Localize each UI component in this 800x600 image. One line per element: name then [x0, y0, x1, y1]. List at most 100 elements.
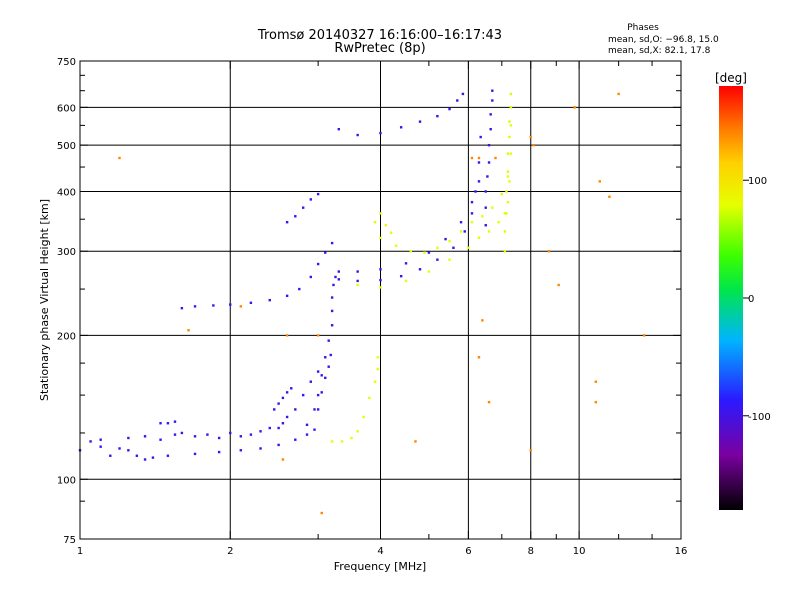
data-point — [379, 131, 382, 135]
chart-title: Tromsø 20140327 16:16:00–16:17:43 — [257, 28, 502, 43]
data-point — [334, 275, 337, 279]
data-point — [329, 353, 332, 357]
data-point — [448, 107, 451, 111]
data-point — [362, 415, 365, 419]
data-point — [461, 92, 465, 96]
data-point — [423, 251, 426, 254]
data-point — [316, 262, 320, 266]
data-point — [506, 170, 510, 173]
data-point — [379, 236, 382, 240]
data-point — [487, 143, 491, 147]
data-point — [399, 126, 403, 129]
data-point — [159, 438, 162, 441]
data-point — [404, 262, 408, 265]
data-point — [316, 408, 320, 411]
data-point — [180, 306, 184, 310]
data-point — [217, 450, 221, 454]
data-point — [356, 283, 359, 287]
data-point — [509, 106, 513, 109]
data-point — [436, 114, 439, 118]
data-point — [394, 244, 398, 247]
data-point — [99, 445, 102, 448]
data-point — [239, 449, 243, 452]
data-point — [324, 356, 327, 359]
data-point — [500, 192, 504, 196]
data-point — [598, 180, 601, 183]
data-points — [78, 89, 646, 515]
data-point — [389, 231, 393, 234]
data-point — [356, 133, 359, 137]
data-point — [340, 440, 344, 443]
data-point — [487, 161, 491, 164]
data-point — [229, 431, 232, 435]
data-point — [489, 113, 492, 116]
data-point — [376, 367, 379, 371]
x-tick-label: 16 — [675, 546, 688, 557]
data-point — [487, 400, 491, 404]
data-point — [285, 221, 289, 224]
data-point — [494, 156, 497, 160]
data-point — [484, 190, 487, 193]
data-point — [491, 206, 494, 209]
colorbar-tick-label: 0 — [748, 294, 754, 305]
y-tick-label: 75 — [63, 535, 76, 546]
grid-lines — [80, 61, 681, 539]
data-point — [212, 304, 215, 307]
data-point — [309, 198, 312, 201]
y-tick-label: 300 — [57, 247, 76, 258]
data-point — [239, 305, 243, 308]
data-point — [456, 99, 459, 102]
data-point — [594, 400, 598, 404]
data-point — [379, 212, 382, 215]
data-point — [427, 251, 431, 254]
data-point — [294, 408, 297, 411]
data-point — [491, 89, 494, 92]
data-point — [217, 436, 221, 440]
data-point — [503, 212, 507, 215]
data-point — [281, 396, 285, 400]
data-point — [173, 433, 177, 436]
data-point — [474, 190, 477, 193]
data-point — [608, 195, 611, 198]
y-axis-label: Stationary phase Virtual Height [km] — [38, 199, 51, 401]
data-point — [316, 334, 320, 337]
x-axis-label: Frequency [MHz] — [334, 560, 426, 573]
data-point — [617, 92, 620, 96]
data-point — [508, 180, 511, 183]
data-point — [470, 221, 474, 224]
data-point — [166, 422, 170, 425]
data-point — [491, 99, 494, 102]
data-point — [143, 458, 147, 461]
data-point — [508, 135, 511, 139]
y-tick-label: 600 — [57, 103, 76, 114]
data-point — [505, 190, 508, 193]
data-point — [127, 436, 130, 440]
data-point — [309, 275, 312, 279]
data-point — [506, 152, 510, 155]
data-point — [509, 92, 513, 96]
data-point — [505, 212, 508, 215]
data-point — [436, 246, 439, 249]
data-point — [379, 286, 382, 289]
colorbar-tick-label: -100 — [748, 412, 771, 423]
data-point — [477, 180, 481, 183]
data-point — [509, 152, 513, 155]
data-point — [301, 206, 305, 209]
data-point — [373, 380, 377, 383]
data-point — [470, 200, 474, 204]
data-point — [467, 246, 470, 249]
data-point — [642, 334, 646, 337]
data-point — [399, 274, 403, 278]
data-point — [508, 120, 511, 123]
data-point — [418, 120, 422, 123]
x-tick-labels: 1 2 4 6 8 10 16 — [77, 546, 688, 557]
data-point — [180, 431, 184, 435]
data-point — [143, 435, 147, 438]
colorbar-ticks: 100 0 -100 — [743, 176, 771, 423]
data-point — [459, 221, 463, 224]
data-point — [427, 270, 431, 273]
data-point — [573, 106, 576, 109]
data-point — [294, 438, 297, 441]
data-point — [356, 270, 359, 273]
stats-x: mean, sd,X: 82.1, 17.8 — [608, 46, 711, 56]
